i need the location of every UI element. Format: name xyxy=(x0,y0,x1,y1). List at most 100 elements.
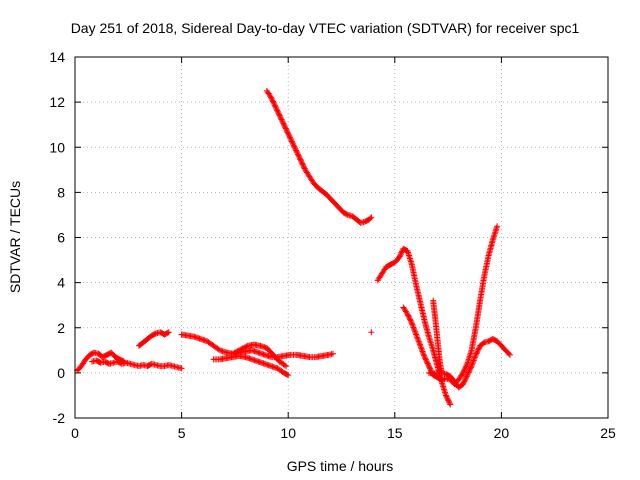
x-tick-label: 0 xyxy=(71,425,79,441)
data-point xyxy=(281,122,288,129)
data-point xyxy=(475,346,482,353)
data-point xyxy=(414,334,421,341)
data-point xyxy=(405,312,412,319)
series-track-h xyxy=(368,329,375,336)
series-track-i xyxy=(374,245,454,408)
data-point xyxy=(290,141,297,148)
data-point xyxy=(281,362,288,369)
data-point xyxy=(424,360,431,367)
data-point xyxy=(282,125,289,132)
data-point xyxy=(463,363,470,370)
data-point xyxy=(268,94,275,101)
data-point xyxy=(298,159,305,166)
data-point xyxy=(290,142,297,149)
data-point xyxy=(460,369,467,376)
data-point xyxy=(283,126,290,133)
data-point xyxy=(462,375,469,382)
data-point xyxy=(300,162,307,169)
data-point xyxy=(273,106,280,113)
data-point xyxy=(287,135,294,142)
series-track-g xyxy=(263,87,375,226)
x-tick-label: 5 xyxy=(178,425,186,441)
data-point xyxy=(412,328,419,335)
data-point xyxy=(280,121,287,128)
y-tick-label: 2 xyxy=(57,320,65,336)
data-point xyxy=(425,363,432,370)
data-point xyxy=(233,348,240,355)
series-track-j xyxy=(400,223,501,388)
data-point xyxy=(465,369,472,376)
data-point xyxy=(367,215,374,222)
data-point xyxy=(275,110,282,117)
data-point xyxy=(297,156,304,163)
data-point xyxy=(475,345,482,352)
data-point xyxy=(215,346,222,353)
data-point xyxy=(472,351,479,358)
data-point xyxy=(464,370,471,377)
data-point xyxy=(474,347,481,354)
data-points xyxy=(74,87,513,408)
data-point xyxy=(463,373,470,380)
data-point xyxy=(472,353,479,360)
data-point xyxy=(268,95,275,102)
data-point xyxy=(445,397,452,404)
data-point xyxy=(410,324,417,331)
data-point xyxy=(238,346,245,353)
data-point xyxy=(276,111,283,118)
data-point xyxy=(469,361,476,368)
x-tick-label: 20 xyxy=(494,425,510,441)
data-point xyxy=(404,311,411,318)
data-point xyxy=(438,369,445,376)
data-point xyxy=(417,344,424,351)
data-point xyxy=(297,157,304,164)
data-point xyxy=(473,350,480,357)
y-axis-label: SDTVAR / TECUs xyxy=(7,181,23,293)
data-point xyxy=(406,315,413,322)
data-point xyxy=(398,249,405,256)
data-point xyxy=(283,363,290,370)
data-point xyxy=(329,350,336,357)
data-point xyxy=(299,161,306,168)
data-point xyxy=(460,379,467,386)
data-point xyxy=(420,349,427,356)
data-point xyxy=(397,250,404,257)
data-point xyxy=(368,329,375,336)
data-point xyxy=(274,108,281,115)
data-point xyxy=(165,329,172,336)
data-point xyxy=(424,359,431,366)
data-point xyxy=(288,138,295,145)
y-tick-label: 14 xyxy=(49,49,65,65)
data-point xyxy=(164,329,171,336)
data-point xyxy=(408,318,415,325)
data-point xyxy=(415,338,422,345)
data-point xyxy=(466,366,473,373)
data-point xyxy=(409,321,416,328)
data-point xyxy=(474,349,481,356)
data-point xyxy=(446,400,453,407)
data-point xyxy=(442,392,449,399)
data-point xyxy=(418,345,425,352)
data-point xyxy=(471,356,478,363)
series-track-b xyxy=(89,357,185,372)
data-point xyxy=(243,343,250,350)
data-point xyxy=(494,223,501,230)
data-point xyxy=(444,395,451,402)
data-point xyxy=(463,362,470,369)
data-point xyxy=(235,347,242,354)
data-point xyxy=(299,160,306,167)
x-axis-label: GPS time / hours xyxy=(287,458,394,474)
data-point xyxy=(422,355,429,362)
x-tick-label: 10 xyxy=(280,425,296,441)
data-point xyxy=(461,367,468,374)
y-tick-label: 10 xyxy=(49,139,65,155)
data-point xyxy=(463,374,470,381)
data-point xyxy=(289,139,296,146)
data-point xyxy=(407,317,414,324)
data-point xyxy=(470,357,477,364)
data-point xyxy=(234,348,241,355)
data-point xyxy=(396,253,403,260)
data-point xyxy=(414,335,421,342)
data-point xyxy=(412,330,419,337)
data-point xyxy=(461,366,468,373)
